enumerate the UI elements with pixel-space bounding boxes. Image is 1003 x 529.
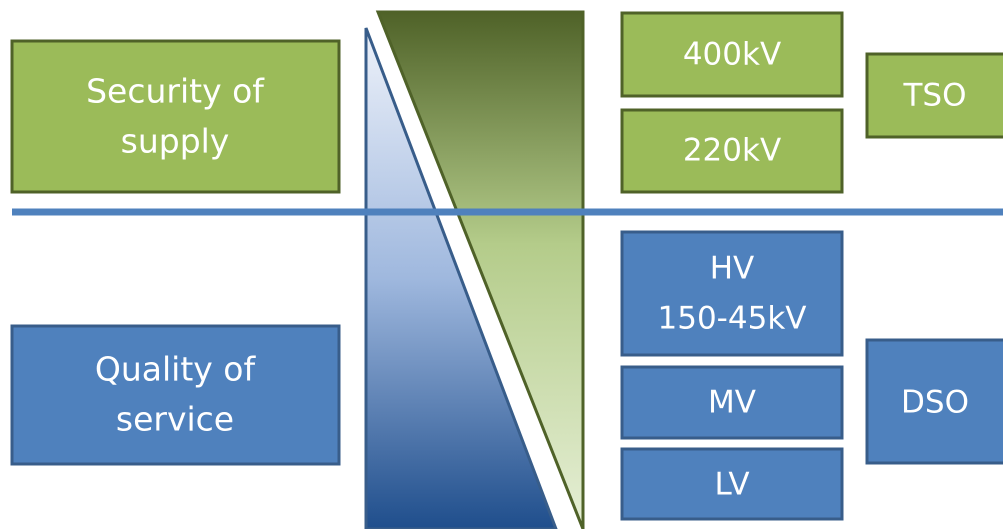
operator-box — [865, 338, 1003, 465]
quality-box — [10, 324, 341, 466]
label: 220kV — [683, 133, 781, 169]
blue-wedge — [364, 27, 558, 529]
label: MV — [708, 385, 756, 421]
label: Quality of — [95, 350, 257, 389]
level-box — [620, 365, 844, 440]
label: supply — [121, 122, 230, 161]
green-wedge — [375, 10, 585, 529]
security-box — [10, 39, 341, 194]
label: HV — [710, 251, 755, 287]
level-box — [620, 230, 844, 357]
level-box — [620, 11, 844, 98]
level-box — [620, 447, 844, 521]
label: Security of — [86, 72, 265, 111]
label: 400kV — [683, 37, 781, 73]
label: LV — [714, 467, 749, 503]
label: service — [116, 400, 234, 439]
label: 150-45kV — [658, 301, 807, 337]
label: DSO — [901, 385, 969, 421]
level-box — [620, 108, 844, 194]
label: TSO — [902, 78, 966, 114]
operator-box — [865, 52, 1003, 139]
